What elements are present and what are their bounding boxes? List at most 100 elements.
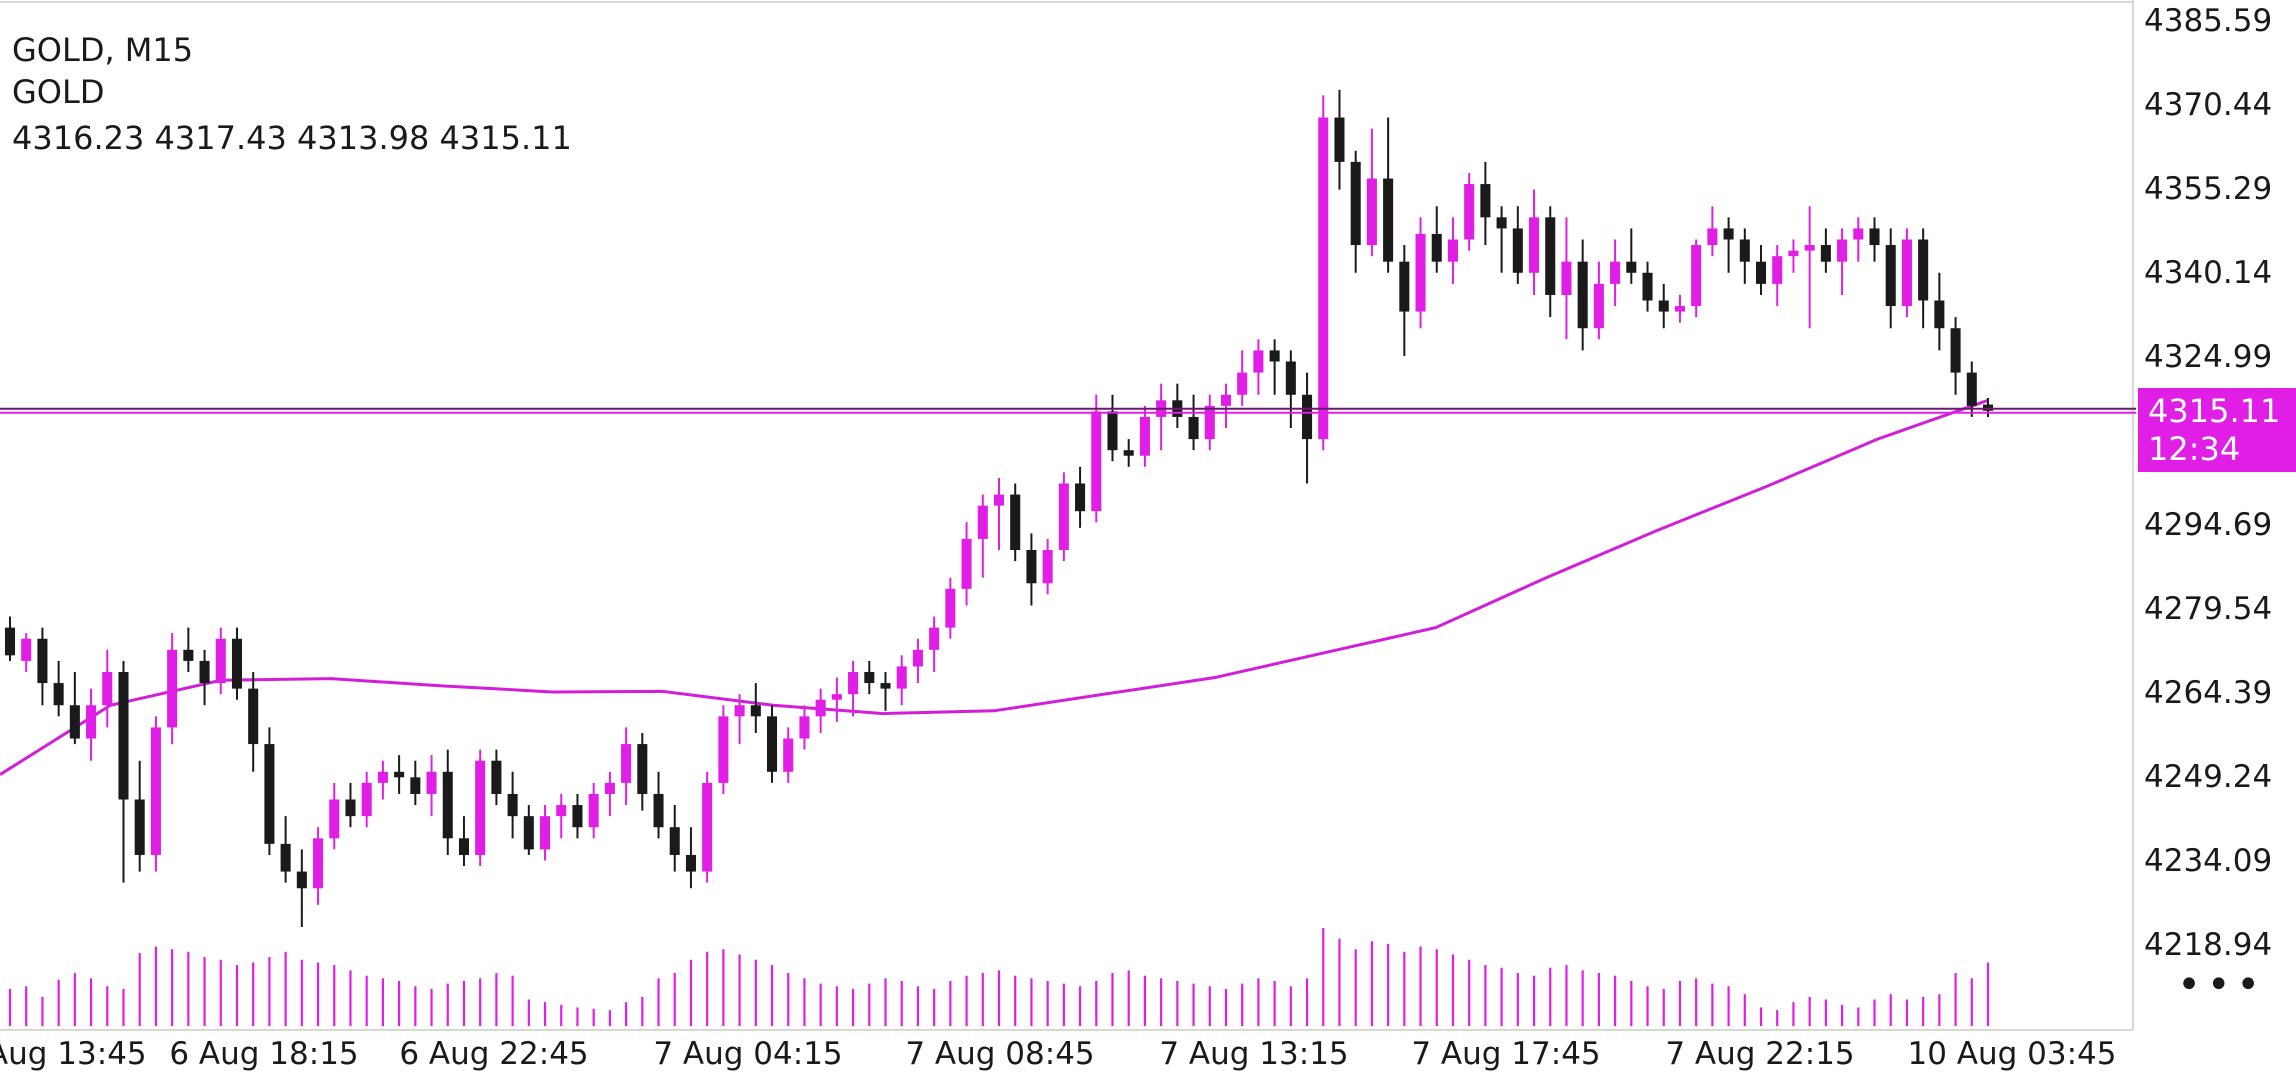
bull-candle-body <box>215 638 226 684</box>
bear-candle-body <box>410 777 421 794</box>
price-tick-label: 4279.54 <box>2144 591 2272 627</box>
bull-candle-body <box>1220 394 1232 406</box>
bear-candle-body <box>1285 361 1296 395</box>
bear-candle-body <box>1739 239 1750 262</box>
bear-candle-body <box>37 638 48 684</box>
price-tick-label: 4264.39 <box>2144 675 2272 711</box>
price-tick-label: 4294.69 <box>2144 507 2272 543</box>
bear-candle-body <box>1723 228 1734 240</box>
bull-candle-body <box>621 744 632 783</box>
bull-candle-body <box>556 805 567 817</box>
bull-candle-body <box>1366 178 1377 246</box>
bull-candle-body <box>588 793 599 828</box>
price-tick-label: 4218.94 <box>2144 927 2272 963</box>
bear-candle-body <box>669 827 680 855</box>
bull-candle-body <box>540 816 551 850</box>
bear-candle-body <box>1642 272 1653 301</box>
bull-candle-body <box>150 727 161 855</box>
price-tick-label: 4249.24 <box>2144 759 2272 795</box>
bull-candle-body <box>1318 117 1329 440</box>
bull-candle-body <box>702 782 713 872</box>
bear-candle-body <box>1626 261 1637 273</box>
bull-candle-body <box>361 782 372 817</box>
bull-candle-body <box>961 538 972 589</box>
bull-candle-body <box>313 838 324 889</box>
bear-candle-body <box>507 793 518 817</box>
bear-candle-body <box>1188 416 1199 440</box>
bull-candle-body <box>799 716 810 739</box>
bear-candle-body <box>134 799 145 855</box>
bull-candle-body <box>102 671 113 706</box>
bull-candle-body <box>1253 350 1264 373</box>
bear-candle-body <box>394 771 405 778</box>
bear-candle-body <box>1950 328 1961 373</box>
bull-candle-body <box>1204 405 1215 440</box>
bear-candle-body <box>1269 350 1280 362</box>
more-options-icon[interactable]: ••• <box>2177 962 2266 1008</box>
bear-candle-body <box>1010 494 1021 551</box>
time-tick-label: 6 Aug 22:45 <box>399 1036 588 1072</box>
bear-candle-body <box>1399 261 1410 312</box>
bear-candle-body <box>1431 233 1442 262</box>
bear-candle-body <box>766 716 778 772</box>
bull-candle-body <box>783 738 794 772</box>
bull-candle-body <box>1674 306 1685 312</box>
price-tick-label: 4234.09 <box>2144 843 2272 879</box>
bull-candle-body <box>831 694 842 700</box>
bear-candle-body <box>572 805 583 828</box>
price-axis[interactable]: 4385.59 4370.44 4355.29 4340.14 4324.99 4294.… <box>2144 3 2272 963</box>
candlesticks <box>4 89 1994 928</box>
bear-candle-body <box>523 816 534 850</box>
bear-candle-body <box>1512 228 1523 273</box>
moving-average-line <box>0 398 1989 776</box>
bear-candle-body <box>4 627 16 656</box>
bull-candle-body <box>1447 239 1458 262</box>
bull-candle-body <box>1837 239 1848 262</box>
bull-candle-body <box>1788 250 1799 257</box>
bull-candle-body <box>912 649 923 667</box>
ohlc-readout: 4316.23 4317.43 4313.98 4315.11 <box>12 119 572 157</box>
bear-candle-body <box>864 671 875 684</box>
bear-candle-body <box>1302 394 1313 440</box>
bull-candle-body <box>734 705 745 717</box>
bull-candle-body <box>167 649 178 728</box>
bear-candle-body <box>296 871 307 889</box>
current-price-badge: 4315.11 12:34 <box>2138 388 2296 472</box>
price-tick-label: 4385.59 <box>2144 3 2272 39</box>
time-tick-label: 6 Aug 13:45 <box>0 1036 147 1072</box>
bear-candle-body <box>685 854 696 872</box>
bear-candle-body <box>1496 217 1507 229</box>
bear-candle-body <box>1755 261 1767 284</box>
bear-candle-body <box>1885 245 1896 307</box>
symbol-timeframe-label: GOLD, M15 <box>12 31 194 69</box>
candle-countdown: 12:34 <box>2148 430 2241 468</box>
bull-candle-body <box>426 771 437 794</box>
bear-candle-body <box>1869 228 1880 246</box>
time-tick-label: 7 Aug 13:15 <box>1159 1036 1348 1072</box>
bull-candle-body <box>1593 283 1604 329</box>
price-tick-label: 4324.99 <box>2144 339 2272 375</box>
symbol-description-label: GOLD <box>12 73 105 111</box>
bear-candle-body <box>1982 404 1994 411</box>
time-tick-label: 10 Aug 03:45 <box>1907 1036 2116 1072</box>
bear-candle-body <box>1123 450 1134 456</box>
bear-candle-body <box>1658 300 1669 312</box>
price-tick-label: 4355.29 <box>2144 171 2272 207</box>
bear-candle-body <box>1966 372 1977 406</box>
bull-candle-body <box>329 799 340 839</box>
bear-candle-body <box>231 638 243 689</box>
bull-candle-body <box>1772 256 1783 284</box>
bull-candle-body <box>1464 184 1475 240</box>
bear-candle-body <box>1075 483 1086 512</box>
time-axis[interactable]: 6 Aug 13:45 6 Aug 18:15 6 Aug 22:45 7 Aug 0… <box>0 1036 2117 1072</box>
bear-candle-body <box>1480 184 1491 218</box>
bull-candle-body <box>977 505 988 539</box>
bear-candle-body <box>653 793 664 828</box>
bear-candle-body <box>1334 117 1345 162</box>
bear-candle-body <box>1026 550 1037 584</box>
bull-candle-body <box>1139 416 1150 456</box>
bull-candle-body <box>718 716 729 783</box>
bear-candle-body <box>1934 300 1945 329</box>
time-tick-label: 7 Aug 08:45 <box>905 1036 1094 1072</box>
